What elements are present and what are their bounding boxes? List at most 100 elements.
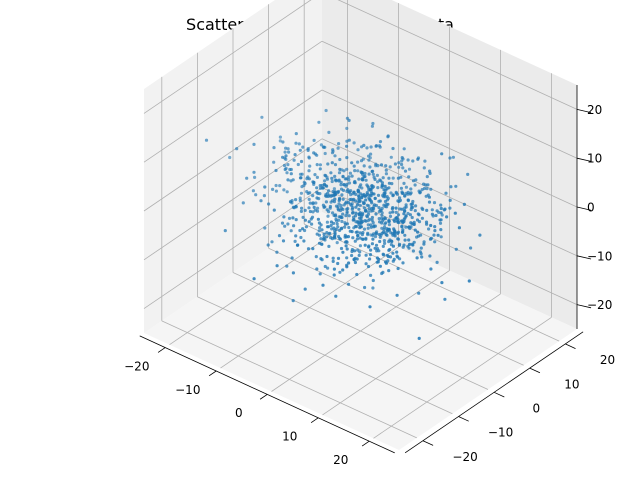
data-point: [325, 254, 329, 259]
data-point: [282, 215, 286, 219]
data-point: [321, 283, 325, 287]
data-point: [394, 210, 398, 214]
data-point: [310, 222, 314, 226]
data-point: [381, 244, 385, 248]
data-point: [301, 145, 305, 149]
x-tick-label: 10: [282, 430, 297, 444]
data-point: [283, 224, 287, 228]
data-point: [401, 261, 405, 265]
data-point: [338, 270, 342, 274]
data-point: [294, 218, 298, 222]
data-point: [414, 204, 418, 208]
data-point: [294, 205, 298, 209]
data-point: [274, 189, 278, 193]
data-point: [352, 164, 356, 168]
data-point: [467, 279, 471, 283]
data-point: [363, 285, 367, 290]
data-point: [394, 206, 398, 210]
data-point: [339, 246, 344, 251]
data-point: [326, 194, 330, 198]
data-point: [435, 209, 439, 213]
data-point: [355, 257, 359, 261]
data-point: [400, 224, 404, 228]
data-point: [419, 246, 423, 250]
data-point: [355, 203, 360, 207]
data-point: [251, 189, 255, 193]
data-point: [362, 227, 367, 231]
data-point: [352, 217, 356, 222]
data-point: [411, 159, 415, 163]
data-point: [396, 266, 400, 271]
data-point: [418, 191, 422, 195]
data-point: [311, 194, 315, 198]
data-point: [330, 179, 334, 184]
data-point: [281, 155, 285, 159]
data-point: [329, 194, 333, 198]
data-point: [285, 264, 289, 268]
data-point: [318, 272, 322, 276]
data-point: [331, 211, 335, 215]
data-point: [336, 190, 340, 195]
data-point: [367, 154, 371, 158]
data-point: [325, 225, 330, 229]
data-point: [368, 217, 372, 221]
data-point: [380, 185, 384, 189]
data-point: [334, 294, 338, 298]
data-point: [449, 185, 453, 189]
data-point: [356, 160, 360, 164]
data-point: [411, 243, 415, 247]
data-point: [376, 193, 381, 197]
data-point: [370, 184, 374, 188]
data-point: [333, 154, 337, 158]
data-point: [336, 261, 340, 266]
data-point: [428, 237, 433, 241]
data-point: [345, 182, 349, 186]
data-point: [425, 208, 429, 212]
data-point: [296, 162, 300, 167]
data-point: [290, 256, 294, 260]
z-tick-mark: [576, 157, 592, 162]
z-tick-mark: [576, 255, 592, 260]
data-point: [328, 204, 332, 209]
data-point: [433, 229, 437, 233]
x-tick-label: −10: [175, 383, 200, 397]
data-point: [338, 157, 342, 162]
x-tick-mark: [157, 347, 166, 353]
data-point: [337, 202, 341, 206]
data-point: [318, 163, 322, 167]
data-point: [380, 213, 384, 217]
data-point: [358, 211, 362, 215]
data-point: [402, 243, 406, 247]
data-point: [433, 240, 437, 244]
data-point: [315, 186, 319, 190]
data-point: [374, 232, 378, 236]
data-point: [341, 212, 345, 216]
x-tick-label: 0: [235, 406, 243, 420]
data-point: [429, 223, 433, 228]
data-point: [333, 174, 337, 178]
data-point: [328, 231, 332, 235]
data-point: [399, 186, 403, 190]
data-point: [365, 191, 369, 195]
data-point: [357, 195, 361, 199]
data-point: [355, 237, 359, 241]
z-tick-label: 20: [587, 103, 602, 117]
data-point: [388, 238, 392, 242]
data-point: [357, 253, 361, 257]
data-point: [366, 231, 370, 235]
data-point: [375, 256, 379, 260]
data-point: [381, 176, 385, 180]
data-point: [252, 170, 256, 174]
data-point: [439, 235, 443, 239]
data-point: [403, 216, 407, 220]
data-point: [413, 183, 417, 187]
data-point: [396, 213, 401, 217]
data-point: [440, 281, 444, 285]
data-point: [333, 163, 338, 167]
data-point: [398, 242, 402, 246]
data-point: [369, 209, 373, 213]
data-point: [372, 203, 377, 207]
data-point: [398, 196, 402, 200]
data-point: [404, 225, 408, 229]
